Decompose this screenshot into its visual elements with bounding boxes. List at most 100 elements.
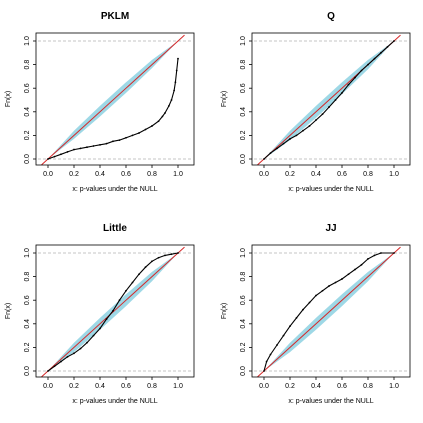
ecdf-point (151, 260, 153, 263)
ecdf-point (177, 252, 179, 254)
x-tick-label: 1.0 (173, 383, 183, 390)
ecdf-point (302, 129, 304, 132)
y-tick-label: 0.4 (240, 319, 247, 329)
ecdf-point (125, 136, 127, 139)
ecdf-point (341, 278, 343, 280)
x-axis-label: x: p-values under the NULL (72, 186, 157, 193)
x-tick-label: 0.0 (43, 383, 53, 390)
ecdf-point (269, 152, 272, 155)
ecdf-point (295, 134, 298, 137)
ecdf-point (60, 360, 62, 363)
y-tick-label: 0.8 (24, 60, 31, 70)
x-tick-label: 0.8 (147, 171, 157, 178)
y-tick-label: 1.0 (24, 248, 31, 258)
panel-title: Little (103, 223, 127, 234)
ecdf-point (86, 341, 88, 344)
ecdf-point (380, 252, 382, 254)
ecdf-point (354, 76, 356, 79)
ecdf-point (144, 128, 147, 131)
ecdf-point (175, 69, 178, 72)
x-tick-label: 0.4 (95, 383, 105, 390)
ecdf-point (118, 299, 121, 302)
x-tick-label: 1.0 (389, 383, 399, 390)
y-tick-label: 0.6 (24, 83, 31, 93)
y-axis-label: Fn(x) (221, 303, 228, 319)
ecdf-point (289, 138, 291, 140)
ecdf-point (86, 146, 88, 149)
y-tick-label: 0.6 (240, 83, 247, 93)
plot-box (35, 244, 195, 378)
ecdf-point (373, 254, 376, 257)
ecdf-point (157, 120, 160, 123)
ecdf-point (302, 308, 304, 311)
plot-box (251, 32, 411, 166)
ecdf-point (289, 325, 291, 328)
ecdf-point (380, 51, 382, 54)
ecdf-point (105, 142, 108, 145)
x-tick-label: 0.2 (69, 171, 79, 178)
ecdf-point (328, 106, 330, 108)
ecdf-point (99, 327, 101, 330)
ecdf-point (138, 273, 140, 276)
x-tick-label: 0.2 (69, 383, 79, 390)
panel-pklm: 0.0 0.2 0.4 0.6 0.8 1.0 0.0 0.2 0.4 0.6 0.8 1.0 PKLM… (5, 11, 195, 193)
ecdf-point (282, 334, 285, 337)
y-tick-label: 1.0 (240, 248, 247, 258)
y-tick-label: 0.0 (24, 154, 31, 164)
ecdf-point (170, 99, 173, 101)
x-tick-label: 0.4 (311, 383, 321, 390)
ecdf-point (321, 113, 324, 116)
x-tick-label: 0.2 (285, 383, 295, 390)
y-tick-label: 0.6 (240, 295, 247, 305)
panel-title: Q (327, 11, 335, 22)
y-tick-label: 1.0 (240, 36, 247, 46)
ecdf-point (174, 81, 177, 84)
x-axis-label: x: p-values under the NULL (288, 398, 373, 405)
y-tick-label: 0.0 (240, 366, 247, 376)
ecdf-point (360, 263, 363, 266)
ecdf-point (321, 289, 324, 292)
plot-box (35, 32, 195, 166)
x-tick-label: 0.6 (337, 383, 347, 390)
ecdf-point (170, 253, 173, 256)
y-tick-label: 0.6 (24, 295, 31, 305)
y-axis-label: Fn(x) (5, 91, 12, 107)
y-tick-label: 0.0 (240, 154, 247, 164)
ecdf-point (79, 147, 82, 150)
ecdf-point (354, 268, 356, 271)
ecdf-point (334, 281, 337, 284)
ecdf-point (308, 125, 311, 127)
x-tick-label: 0.2 (285, 171, 295, 178)
ecdf-point (47, 158, 49, 160)
ecdf-point (276, 147, 278, 150)
uniform-diagonal (41, 34, 185, 166)
x-tick-label: 1.0 (389, 171, 399, 178)
ecdf-point (66, 151, 69, 153)
y-tick-label: 0.0 (24, 366, 31, 376)
panel-title: JJ (325, 223, 336, 234)
ecdf-point (367, 63, 369, 66)
y-tick-label: 0.4 (240, 107, 247, 117)
x-axis-label: x: p-values under the NULL (288, 186, 373, 193)
ecdf-point (60, 153, 62, 156)
panel-title: PKLM (101, 11, 129, 22)
ecdf-point (164, 112, 166, 114)
ecdf-point (144, 266, 147, 269)
y-tick-label: 0.8 (240, 272, 247, 282)
ecdf-point (131, 281, 134, 284)
ecdf-point (157, 256, 160, 259)
ecdf-series-line (47, 58, 179, 160)
x-tick-label: 0.6 (337, 171, 347, 178)
panel-little: 0.0 0.2 0.4 0.6 0.8 1.0 0.0 0.2 0.4 0.6 0.8 1.0 Litt… (5, 223, 195, 405)
ecdf-point (105, 318, 108, 320)
ecdf-point (125, 289, 127, 292)
ecdf-point (347, 83, 350, 86)
ecdf-point (315, 119, 317, 121)
y-tick-label: 0.8 (240, 60, 247, 70)
y-axis-label: Fn(x) (5, 303, 12, 319)
y-tick-label: 0.8 (24, 272, 31, 282)
x-tick-label: 0.8 (363, 383, 373, 390)
ecdf-point (53, 365, 56, 368)
plot-box (251, 244, 411, 378)
x-tick-label: 0.0 (259, 171, 269, 178)
